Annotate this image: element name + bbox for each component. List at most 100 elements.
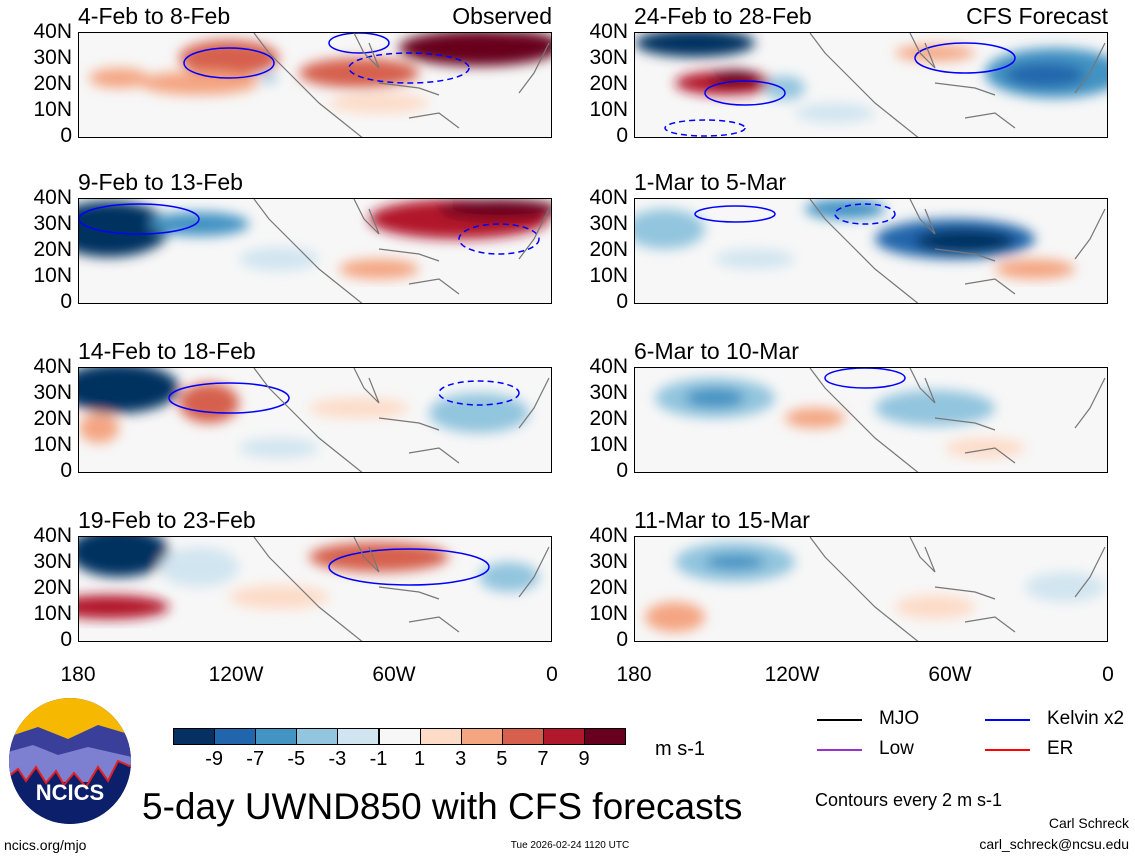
lat-label: 40N (33, 524, 72, 547)
anomaly-region (89, 68, 149, 88)
kelvin-contour (664, 119, 746, 137)
lat-label: 40N (589, 524, 628, 547)
colorbar-swatch (460, 728, 503, 745)
colorbar-label: 1 (414, 748, 426, 770)
panel-tag: Observed (452, 3, 552, 29)
panel-title: 14-Feb to 18-Feb (78, 338, 256, 364)
anomaly-region (179, 40, 279, 76)
anomaly-region (715, 249, 795, 269)
lat-label: 10N (589, 433, 628, 456)
legend-label: Low (879, 738, 914, 759)
lon-label: 180 (616, 663, 652, 686)
panel-title: 4-Feb to 8-Feb (78, 3, 231, 29)
svg-text:NCICS: NCICS (36, 780, 104, 805)
anomaly-region (179, 383, 239, 423)
kelvin-contour (348, 52, 470, 84)
panel-title: 19-Feb to 23-Feb (78, 507, 256, 533)
legend-label: Kelvin x2 (1047, 708, 1125, 729)
kelvin-contour (79, 203, 200, 235)
colorbar-label: -1 (369, 748, 388, 770)
map-panel-p8 (634, 536, 1108, 642)
colorbar-swatch (501, 728, 544, 745)
anomaly-region (309, 398, 409, 418)
email: carl_schreck@ncsu.edu (979, 836, 1129, 852)
lon-label: 60W (928, 663, 972, 686)
legend-line (817, 749, 862, 751)
lat-label: 20N (589, 238, 628, 261)
lon-label: 120W (764, 663, 820, 686)
anomaly-region (339, 259, 419, 279)
coastline (809, 537, 1106, 641)
coastline (809, 368, 1106, 472)
lat-label: 30N (33, 46, 72, 69)
colorbar-swatch (173, 728, 216, 745)
anomaly-region (945, 438, 1025, 458)
lat-label: 20N (589, 407, 628, 430)
lon-label: 60W (372, 663, 416, 686)
lat-label: 40N (33, 20, 72, 43)
anomaly-region (79, 368, 179, 413)
lat-label: 0 (60, 459, 72, 482)
lat-label: 20N (589, 576, 628, 599)
anomaly-region (795, 103, 875, 123)
main-title: 5-day UWND850 with CFS forecasts (142, 786, 743, 827)
legend-label: ER (1047, 738, 1074, 759)
anomaly-region (1005, 63, 1085, 87)
colorbar-label: -7 (246, 748, 265, 770)
lat-label: 20N (33, 576, 72, 599)
anomaly-region (915, 229, 1015, 253)
lat-label: 0 (616, 628, 628, 651)
legend-label: MJO (879, 708, 920, 729)
map-panel-p7 (78, 536, 552, 642)
anomaly-region (439, 199, 551, 219)
colorbar-units: m s-1 (655, 738, 705, 760)
lat-label: 10N (33, 602, 72, 625)
kelvin-contour (328, 548, 490, 586)
coastline (253, 199, 550, 303)
coastline (809, 199, 1106, 303)
colorbar-label: -9 (205, 748, 223, 770)
colorbar-swatch (214, 728, 257, 745)
colorbar-label: -5 (287, 748, 306, 770)
anomaly-region (299, 58, 419, 88)
lat-label: 10N (589, 602, 628, 625)
lat-label: 30N (33, 212, 72, 235)
ncics-logo: NCICS (8, 697, 132, 825)
coastline (809, 33, 1106, 137)
map-panel-p4 (634, 198, 1108, 304)
website: ncics.org/mjo (4, 837, 87, 853)
panel-title: 24-Feb to 28-Feb (634, 3, 812, 29)
lat-label: 20N (33, 238, 72, 261)
colorbar-label: -3 (328, 748, 347, 770)
kelvin-contour (328, 33, 390, 54)
kelvin-contour (824, 368, 906, 389)
kelvin-contour (438, 380, 520, 406)
legend-line (817, 719, 862, 721)
anomaly-region (261, 73, 277, 83)
lat-label: 10N (33, 98, 72, 121)
panel-title: 9-Feb to 13-Feb (78, 169, 243, 195)
anomaly-region (329, 93, 429, 113)
lat-label: 30N (589, 46, 628, 69)
anomaly-region (79, 537, 169, 577)
lat-label: 30N (589, 550, 628, 573)
lat-label: 40N (589, 186, 628, 209)
lon-label: 180 (60, 663, 96, 686)
anomaly-region (895, 45, 975, 61)
lat-label: 40N (589, 355, 628, 378)
map-panel-p6 (634, 367, 1108, 473)
anomaly-region (765, 76, 805, 100)
colorbar-label: 5 (496, 748, 508, 770)
author: Carl Schreck (1048, 815, 1129, 831)
kelvin-contour (914, 42, 1016, 74)
anomaly-region (895, 595, 975, 619)
lon-label: 0 (546, 663, 558, 686)
anomaly-region (710, 70, 760, 86)
anomaly-region (309, 542, 449, 572)
kelvin-contour (694, 205, 776, 223)
anomaly-region (79, 595, 169, 619)
lat-label: 40N (33, 355, 72, 378)
anomaly-region (79, 413, 119, 443)
lat-label: 0 (616, 124, 628, 147)
